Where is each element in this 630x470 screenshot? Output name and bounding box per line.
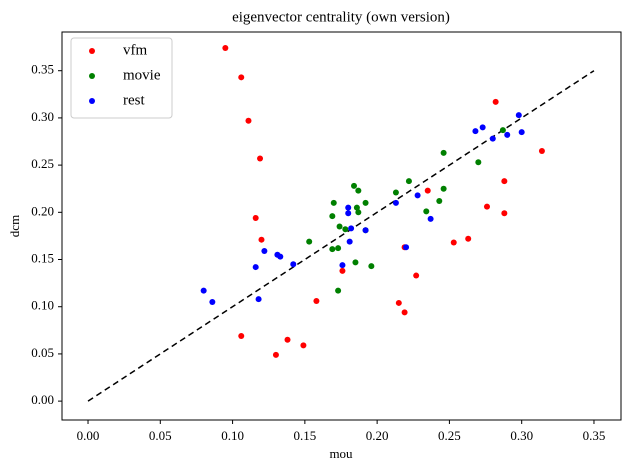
point bbox=[245, 117, 252, 124]
point bbox=[313, 298, 320, 305]
chart-title: eigenvector centrality (own version) bbox=[232, 9, 450, 25]
point bbox=[427, 215, 434, 222]
point bbox=[335, 245, 342, 252]
point bbox=[258, 236, 265, 243]
legend-box bbox=[70, 37, 173, 119]
legend-label: movie bbox=[123, 67, 161, 83]
reference-line bbox=[87, 70, 595, 402]
y-tick-label: 0.25 bbox=[31, 156, 54, 171]
x-tick-label: 0.00 bbox=[77, 428, 100, 443]
point bbox=[329, 246, 336, 253]
point bbox=[368, 263, 375, 270]
point bbox=[238, 332, 245, 339]
x-tick-label: 0.20 bbox=[366, 428, 389, 443]
point bbox=[346, 238, 353, 245]
x-tick-label: 0.25 bbox=[438, 428, 461, 443]
y-tick-label: 0.15 bbox=[31, 250, 54, 265]
point bbox=[403, 244, 410, 251]
point bbox=[353, 204, 360, 211]
point bbox=[362, 227, 369, 234]
y-tick-label: 0.05 bbox=[31, 345, 54, 360]
point bbox=[252, 214, 259, 221]
point bbox=[257, 155, 264, 162]
point bbox=[339, 267, 346, 274]
x-tick-label: 0.15 bbox=[293, 428, 316, 443]
point bbox=[436, 197, 443, 204]
legend-marker bbox=[89, 73, 95, 79]
point bbox=[515, 112, 522, 119]
point bbox=[252, 264, 259, 271]
point bbox=[306, 238, 313, 245]
y-tick-label: 0.10 bbox=[31, 298, 54, 313]
point bbox=[392, 199, 399, 206]
point bbox=[501, 178, 508, 185]
point bbox=[414, 192, 421, 199]
point bbox=[345, 210, 352, 217]
legend-label: vfm bbox=[123, 42, 147, 58]
x-tick-label: 0.30 bbox=[510, 428, 533, 443]
x-axis-label: mou bbox=[329, 446, 353, 461]
point bbox=[272, 351, 279, 358]
point bbox=[222, 45, 229, 52]
legend-label: rest bbox=[123, 92, 145, 108]
x-tick-label: 0.10 bbox=[221, 428, 244, 443]
point bbox=[200, 287, 207, 294]
point bbox=[440, 149, 447, 156]
y-tick-label: 0.00 bbox=[31, 392, 54, 407]
y-axis-label: dcm bbox=[7, 215, 22, 237]
point bbox=[518, 129, 525, 136]
point bbox=[355, 187, 362, 194]
plot-frame bbox=[61, 31, 622, 421]
point bbox=[483, 203, 490, 210]
point bbox=[492, 98, 499, 105]
point bbox=[352, 259, 359, 266]
point bbox=[392, 189, 399, 196]
legend-marker bbox=[89, 98, 95, 104]
point bbox=[450, 239, 457, 246]
point bbox=[479, 124, 486, 131]
point bbox=[538, 147, 545, 154]
point bbox=[348, 225, 355, 232]
legend-marker bbox=[89, 48, 95, 54]
point bbox=[395, 299, 402, 306]
point bbox=[351, 182, 358, 189]
point bbox=[342, 226, 349, 233]
point bbox=[362, 199, 369, 206]
point bbox=[284, 336, 291, 343]
y-tick-label: 0.30 bbox=[31, 109, 54, 124]
point bbox=[330, 199, 337, 206]
point bbox=[336, 223, 343, 230]
point bbox=[355, 209, 362, 216]
point bbox=[401, 309, 408, 316]
point bbox=[423, 208, 430, 215]
point bbox=[465, 235, 472, 242]
point bbox=[339, 262, 346, 269]
point bbox=[475, 159, 482, 166]
point bbox=[209, 298, 216, 305]
point bbox=[413, 272, 420, 279]
point bbox=[300, 342, 307, 349]
point bbox=[504, 131, 511, 138]
point bbox=[255, 296, 262, 303]
x-tick-label: 0.05 bbox=[149, 428, 172, 443]
point bbox=[489, 135, 496, 142]
y-tick-label: 0.20 bbox=[31, 203, 54, 218]
point bbox=[472, 128, 479, 135]
point bbox=[424, 187, 431, 194]
x-tick-label: 0.35 bbox=[583, 428, 606, 443]
point bbox=[290, 261, 297, 268]
point bbox=[440, 185, 447, 192]
point bbox=[501, 210, 508, 217]
point bbox=[238, 74, 245, 81]
point bbox=[261, 248, 268, 255]
point bbox=[405, 178, 412, 185]
point bbox=[277, 253, 284, 260]
point bbox=[499, 127, 506, 134]
y-tick-label: 0.35 bbox=[31, 62, 54, 77]
point bbox=[329, 213, 336, 220]
point bbox=[345, 204, 352, 211]
point bbox=[335, 287, 342, 294]
